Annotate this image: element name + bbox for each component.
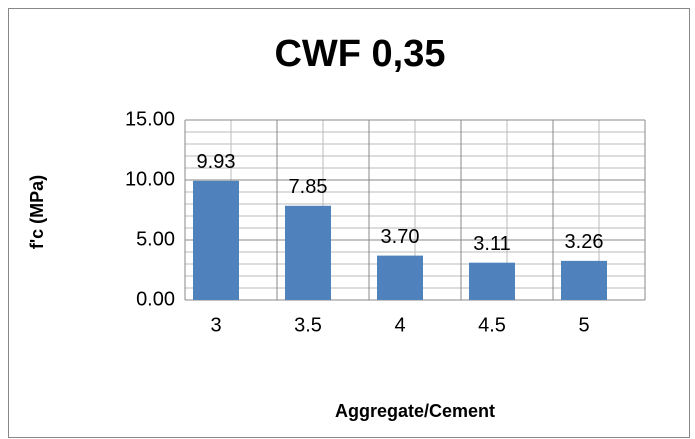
y-axis-label: f'c (MPa) — [27, 175, 47, 249]
data-label: 7.85 — [289, 176, 328, 198]
x-tick-label: 3 — [210, 314, 221, 336]
y-tick-label: 10.00 — [125, 168, 175, 190]
bar — [377, 255, 423, 300]
x-tick-label: 4 — [394, 314, 405, 336]
x-tick-label: 5 — [578, 314, 589, 336]
data-label: 9.93 — [197, 151, 236, 173]
data-label: 3.70 — [381, 226, 420, 248]
y-tick-label: 0.00 — [136, 288, 175, 310]
bar — [193, 180, 239, 300]
y-tick-label: 5.00 — [136, 228, 175, 250]
data-label: 3.26 — [565, 231, 604, 253]
bar — [561, 260, 607, 300]
bar — [469, 262, 515, 300]
chart-title: CWF 0,35 — [274, 33, 445, 75]
x-tick-label: 4.5 — [478, 314, 506, 336]
y-tick-label: 15.00 — [125, 108, 175, 130]
chart-border — [8, 8, 690, 438]
x-axis-label: Aggregate/Cement — [335, 401, 495, 421]
data-label: 3.11 — [473, 233, 510, 255]
x-tick-label: 3.5 — [294, 314, 322, 336]
bar — [285, 205, 331, 300]
